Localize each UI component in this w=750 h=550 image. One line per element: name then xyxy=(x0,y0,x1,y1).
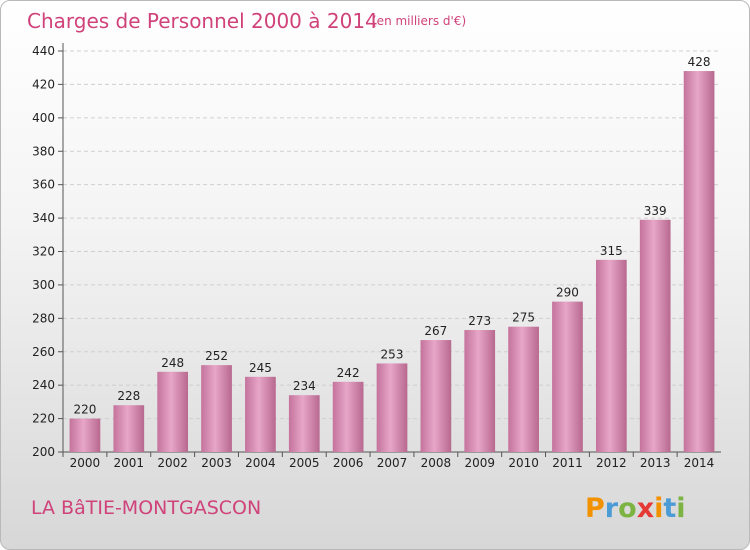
chart-subtitle: (en milliers d'€) xyxy=(372,14,466,28)
place-name: LA BâTIE-MONTGASCON xyxy=(31,497,261,519)
x-tick-label: 2014 xyxy=(684,456,715,470)
bar-2004 xyxy=(245,376,276,452)
y-tick-label: 320 xyxy=(32,245,55,259)
bar-2010 xyxy=(508,326,539,452)
bar-value-label: 290 xyxy=(556,286,579,300)
x-tick-label: 2007 xyxy=(377,456,408,470)
y-tick-label: 300 xyxy=(32,278,55,292)
bar-2014 xyxy=(683,71,715,453)
y-tick-label: 340 xyxy=(32,211,55,225)
bar-2009 xyxy=(464,330,496,452)
y-tick-label: 360 xyxy=(32,178,55,192)
bar-value-label: 248 xyxy=(161,356,184,370)
x-tick-label: 2002 xyxy=(157,456,188,470)
bar-value-label: 273 xyxy=(468,314,491,328)
x-tick-label: 2006 xyxy=(333,456,364,470)
bar-value-label: 242 xyxy=(337,366,360,380)
bar-2008 xyxy=(420,340,452,452)
y-tick-label: 380 xyxy=(32,144,55,158)
logo-letter: o xyxy=(618,493,637,524)
bars: 220 228 248 252 245 234 242 253 267 273 275 290 315 3… xyxy=(69,55,715,453)
logo-letter: i xyxy=(676,493,685,524)
bar-value-label: 267 xyxy=(424,324,447,338)
logo-letter: x xyxy=(637,493,654,524)
x-tick-label: 2003 xyxy=(201,456,232,470)
logo-letter: t xyxy=(663,493,676,524)
bar-2011 xyxy=(552,301,583,452)
bar-value-label: 428 xyxy=(688,55,711,69)
logo-letter: i xyxy=(654,493,663,524)
y-tick-label: 200 xyxy=(32,445,55,459)
y-tick-label: 400 xyxy=(32,111,55,125)
y-tick-label: 440 xyxy=(32,44,55,58)
bar-value-label: 245 xyxy=(249,361,272,375)
bar-value-label: 234 xyxy=(293,379,316,393)
bar-2005 xyxy=(288,395,320,452)
bar-2013 xyxy=(639,219,671,452)
bar-2002 xyxy=(157,371,189,452)
bar-value-label: 339 xyxy=(644,204,667,218)
chart-title: Charges de Personnel 2000 à 2014 xyxy=(27,9,378,33)
x-tick-label: 2004 xyxy=(245,456,276,470)
x-tick-label: 2013 xyxy=(640,456,671,470)
bar-value-label: 252 xyxy=(205,349,228,363)
x-tick-label: 2000 xyxy=(70,456,101,470)
proxiti-logo[interactable]: Proxiti xyxy=(585,493,686,524)
bar-2000 xyxy=(69,418,101,452)
x-tick-label: 2010 xyxy=(508,456,539,470)
bar-2006 xyxy=(332,381,364,452)
logo-letter: r xyxy=(605,493,619,524)
bar-value-label: 275 xyxy=(512,311,535,325)
bar-2012 xyxy=(595,259,627,452)
logo-letter: P xyxy=(585,493,605,524)
x-tick-label: 2009 xyxy=(464,456,495,470)
bar-2003 xyxy=(201,365,232,452)
y-tick-label: 420 xyxy=(32,77,55,91)
x-tick-label: 2001 xyxy=(114,456,145,470)
x-tick-label: 2008 xyxy=(421,456,452,470)
x-tick-label: 2011 xyxy=(552,456,583,470)
x-tick-label: 2005 xyxy=(289,456,320,470)
bar-2001 xyxy=(113,405,145,452)
bar-value-label: 228 xyxy=(117,389,140,403)
y-tick-label: 260 xyxy=(32,345,55,359)
y-tick-label: 280 xyxy=(32,311,55,325)
bar-value-label: 220 xyxy=(73,403,96,417)
x-tick-label: 2012 xyxy=(596,456,627,470)
y-tick-label: 240 xyxy=(32,378,55,392)
bar-value-label: 253 xyxy=(381,347,404,361)
bar-value-label: 315 xyxy=(600,244,623,258)
bar-2007 xyxy=(376,363,408,452)
y-tick-label: 220 xyxy=(32,412,55,426)
